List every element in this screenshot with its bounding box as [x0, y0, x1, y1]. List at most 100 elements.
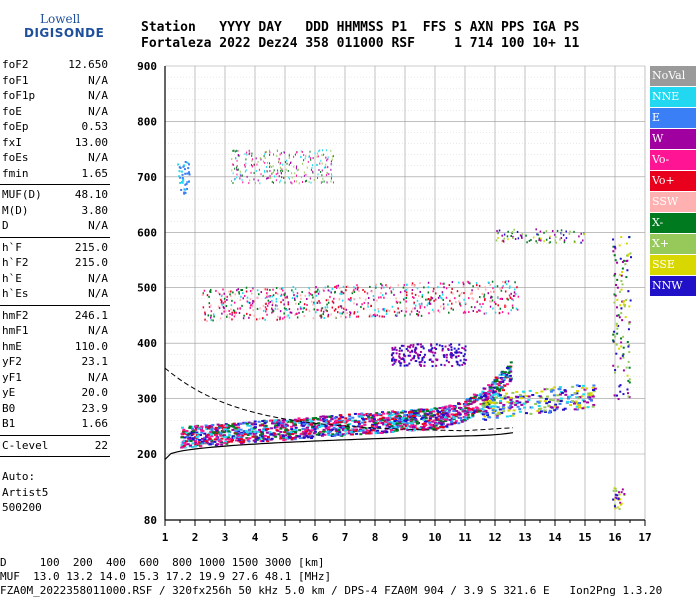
echo-dot	[283, 418, 287, 421]
echo-dot	[496, 285, 499, 288]
echo-dot	[288, 153, 290, 156]
echo-dot	[613, 503, 616, 506]
param-name: D	[2, 219, 9, 232]
echo-dot	[568, 395, 572, 398]
echo-dot	[444, 418, 448, 421]
echo-dot	[408, 362, 411, 365]
echo-dot	[469, 402, 473, 405]
echo-dot	[348, 417, 352, 420]
echo-dot	[409, 351, 412, 354]
echo-dot	[362, 288, 364, 291]
echo-dot	[253, 172, 255, 175]
echo-dot	[391, 363, 394, 366]
echo-dot	[324, 426, 328, 429]
echo-dot	[424, 424, 428, 427]
echo-dot	[374, 426, 378, 429]
echo-dot	[627, 395, 630, 398]
echo-dot	[382, 412, 386, 415]
echo-dot	[517, 237, 520, 240]
echo-dot	[522, 395, 526, 398]
echo-dot	[295, 312, 297, 315]
echo-dot	[351, 292, 354, 295]
echo-dot	[484, 418, 488, 421]
echo-dot	[427, 419, 431, 422]
echo-dot	[462, 410, 466, 413]
echo-dot	[528, 239, 531, 242]
echo-dot	[466, 413, 470, 416]
echo-dot	[452, 407, 456, 410]
echo-dot	[452, 422, 456, 425]
echo-dot	[592, 404, 596, 407]
echo-dot	[575, 396, 579, 399]
echo-dot	[476, 301, 478, 304]
echo-dot	[522, 402, 526, 405]
echo-dot	[395, 297, 397, 300]
echo-dot	[280, 293, 283, 296]
echo-dot	[409, 410, 413, 413]
echo-dot	[500, 370, 504, 373]
echo-dot	[504, 290, 507, 293]
echo-dot	[411, 292, 413, 295]
echo-dot	[290, 428, 294, 431]
echo-dot	[405, 422, 409, 425]
echo-dot	[225, 305, 228, 308]
echo-dot	[502, 284, 504, 287]
echo-dot	[211, 423, 215, 426]
echo-dot	[184, 188, 187, 191]
echo-dot	[443, 306, 445, 309]
echo-dot	[218, 306, 221, 309]
echo-dot	[515, 400, 519, 403]
echo-dot	[503, 371, 507, 374]
echo-dot	[389, 285, 392, 288]
echo-dot	[316, 308, 318, 311]
echo-dot	[505, 383, 509, 386]
echo-dot	[464, 400, 468, 403]
echo-dot	[464, 402, 468, 405]
echo-dot	[613, 254, 616, 257]
echo-dot	[247, 301, 250, 304]
echo-dot	[278, 158, 280, 161]
echo-dot	[614, 272, 617, 275]
echo-dot	[504, 392, 508, 395]
echo-dot	[491, 407, 495, 410]
echo-dot	[178, 166, 181, 169]
echo-dot	[291, 182, 293, 185]
echo-dot	[345, 316, 347, 319]
echo-dot	[448, 418, 452, 421]
echo-dot	[443, 416, 447, 419]
echo-dot	[447, 406, 451, 409]
echo-dot	[554, 239, 557, 242]
echo-dot	[370, 305, 372, 308]
echo-dot	[190, 425, 194, 428]
echo-dot	[408, 346, 411, 349]
echo-dot	[205, 428, 209, 431]
echo-dot	[243, 421, 247, 424]
echo-dot	[592, 390, 596, 393]
echo-dot	[422, 418, 426, 421]
echo-dot	[511, 231, 514, 234]
echo-dot	[398, 360, 401, 363]
param-name: yF2	[2, 355, 22, 368]
x-tick-label: 2	[192, 531, 199, 544]
echo-dot	[280, 169, 282, 172]
echo-dot	[445, 287, 448, 290]
echo-dot	[511, 414, 515, 417]
echo-dot	[501, 234, 503, 237]
echo-dot	[483, 393, 487, 396]
echo-dot	[258, 437, 262, 440]
echo-dot	[537, 407, 541, 410]
echo-dot	[418, 427, 422, 430]
echo-dot	[466, 411, 470, 414]
echo-dot	[264, 161, 266, 164]
echo-dot	[473, 395, 477, 398]
echo-dot	[273, 153, 275, 156]
echo-dot	[538, 400, 542, 403]
echo-dot	[326, 181, 328, 184]
footer-line3: FZA0M_2022358011000.RSF / 320fx256h 50 k…	[0, 584, 663, 597]
echo-dot	[350, 297, 352, 300]
echo-dot	[625, 298, 628, 301]
echo-dot	[250, 304, 253, 307]
echo-dot	[402, 358, 405, 361]
echo-dot	[367, 416, 371, 419]
echo-dot	[320, 314, 322, 317]
